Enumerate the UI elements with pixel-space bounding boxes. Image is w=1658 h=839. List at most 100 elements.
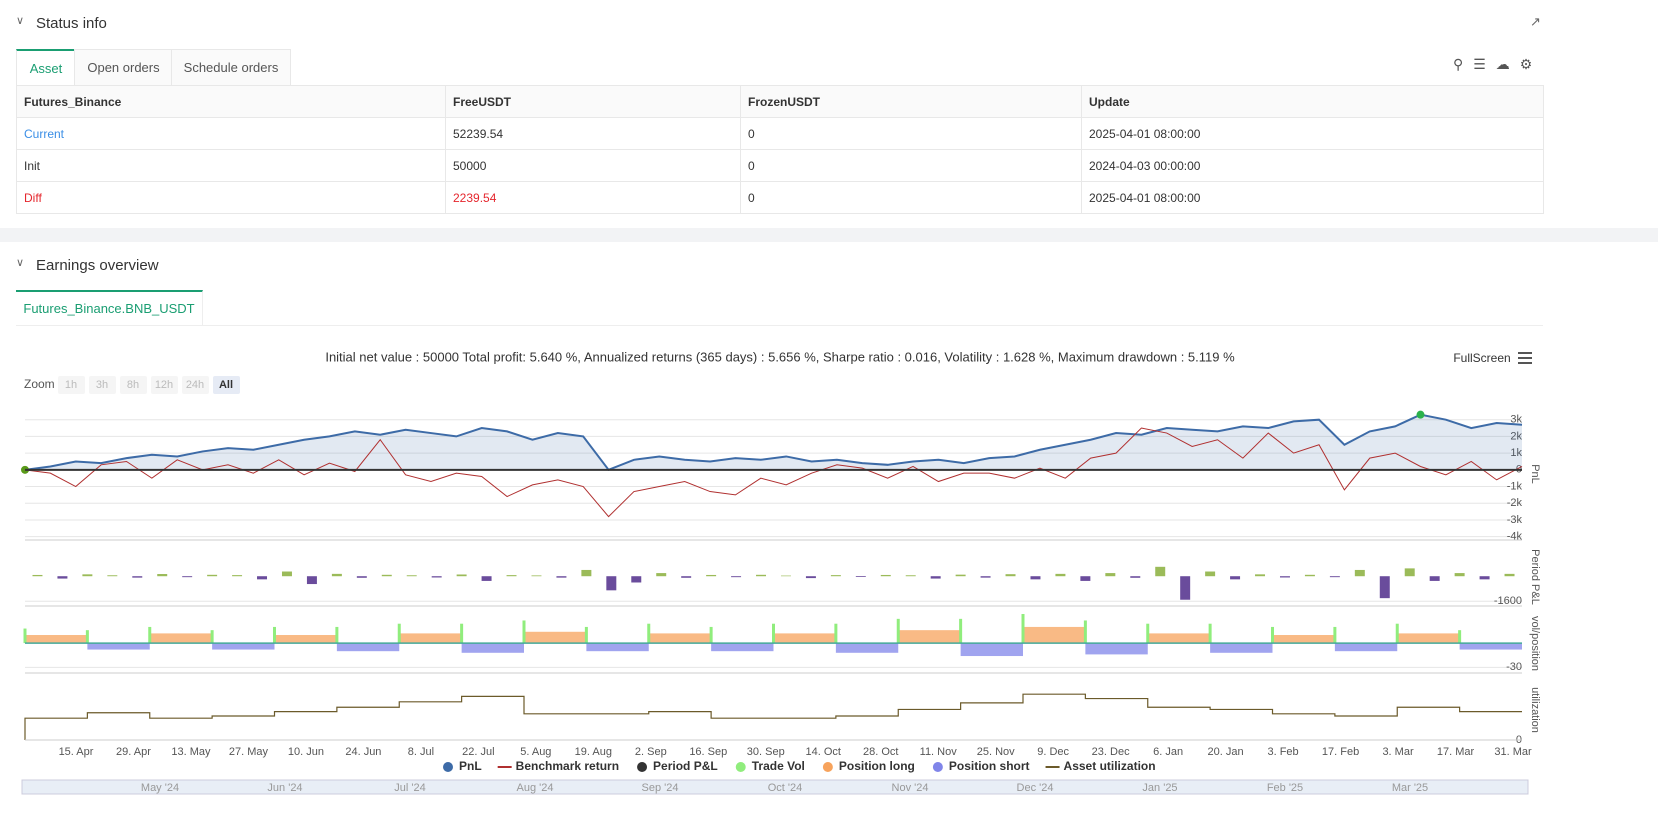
legend-label[interactable]: Trade Vol (752, 759, 805, 773)
period-bar (756, 574, 767, 577)
close-icon[interactable]: ↗ (1530, 14, 1541, 29)
tab[interactable]: Schedule orders (171, 49, 291, 87)
period-bar (1279, 576, 1290, 578)
navigator-label: Jul '24 (394, 782, 425, 794)
toolbar-icons[interactable]: ⚲☰☁⚙ (1453, 56, 1543, 72)
pnl-area (25, 414, 1522, 470)
zoom-button-label: 8h (127, 379, 139, 391)
cell: Diff (16, 181, 446, 214)
zoom-button[interactable] (182, 376, 209, 394)
max-marker (1416, 410, 1425, 419)
tab[interactable]: Futures_Binance.BNB_USDT (16, 290, 203, 326)
zoom-button[interactable] (213, 376, 240, 394)
cell: 52239.54 (445, 117, 741, 150)
legend-symbol (637, 762, 648, 772)
period-bar (656, 573, 667, 577)
zoom-button[interactable] (120, 376, 147, 394)
legend-label[interactable]: Position short (949, 759, 1030, 773)
x-tick-label: 16. Sep (689, 746, 727, 758)
period-bar (431, 576, 442, 578)
period-bar (706, 574, 717, 577)
trade-vol (1395, 623, 1399, 644)
position-short (835, 643, 899, 653)
position-long (274, 635, 337, 644)
period-bar (905, 575, 916, 577)
y-tick-label: -30 (1506, 661, 1522, 673)
y-tick-label: 2k (1510, 430, 1522, 442)
legend-label[interactable]: Benchmark return (516, 759, 619, 773)
zoom-label: Zoom (24, 377, 55, 391)
position-short (461, 643, 524, 653)
x-tick-label: 30. Sep (747, 746, 785, 758)
period-bar (830, 575, 841, 577)
period-bar (1255, 574, 1266, 577)
position-long (648, 633, 712, 644)
x-tick-label: 9. Dec (1037, 746, 1069, 758)
tab[interactable]: Open orders (74, 49, 173, 87)
navigator[interactable] (21, 779, 1529, 795)
x-tick-label: 29. Apr (116, 746, 151, 758)
position-long (25, 635, 88, 644)
th: FreeUSDT (445, 85, 741, 118)
period-bar (57, 576, 68, 579)
trade-vol (896, 618, 900, 644)
fullscreen-button[interactable]: FullScreen (1453, 351, 1510, 365)
zoom-button[interactable] (89, 376, 116, 394)
navigator-label: Jan '25 (1142, 782, 1177, 794)
navigator-label: May '24 (141, 782, 179, 794)
collapse-icon[interactable]: ∨ (16, 257, 25, 269)
x-tick-label: 28. Oct (863, 746, 898, 758)
position-short (87, 643, 150, 650)
period-bar (531, 575, 542, 577)
zoom-button[interactable] (58, 376, 85, 394)
x-tick-label: 14. Oct (806, 746, 841, 758)
cell: 50000 (445, 149, 741, 182)
x-tick-label: 15. Apr (59, 746, 94, 758)
trade-vol (1208, 623, 1212, 644)
period-bar (581, 569, 592, 577)
navigator-label: Feb '25 (1267, 782, 1303, 794)
period-bar (880, 574, 891, 577)
legend-label[interactable]: Asset utilization (1064, 759, 1156, 773)
trade-vol (85, 630, 89, 644)
navigator-label: Jun '24 (267, 782, 302, 794)
period-bar (1479, 576, 1490, 580)
period-bar (855, 576, 866, 577)
legend-label[interactable]: PnL (459, 759, 482, 773)
x-tick-label: 17. Feb (1322, 746, 1359, 758)
legend-label[interactable]: Position long (839, 759, 915, 773)
position-short (336, 643, 400, 652)
tab[interactable]: Asset (16, 49, 76, 88)
navigator-label: Nov '24 (892, 782, 929, 794)
position-short (960, 643, 1023, 657)
section-title: Earnings overview (36, 257, 159, 274)
tabs: Futures_Binance.BNB_USDT (16, 290, 1543, 326)
period-bar (1404, 568, 1415, 577)
period-bar (257, 576, 268, 580)
y-tick-label: -1k (1507, 480, 1523, 492)
position-short (1459, 643, 1522, 650)
y-tick-label: -1600 (1494, 595, 1522, 607)
period-bar (182, 576, 193, 578)
y-tick-label: -2k (1507, 497, 1523, 509)
legend-symbol (822, 762, 833, 772)
zoom-button[interactable] (151, 376, 178, 394)
cell[interactable]: Current (16, 117, 446, 150)
x-tick-label: 8. Jul (408, 746, 434, 758)
period-bar (1329, 576, 1340, 578)
trade-vol (460, 623, 464, 644)
period-bar (506, 575, 517, 577)
period-bar (232, 575, 243, 577)
legend-symbol (735, 762, 746, 772)
benchmark-line (24, 427, 1523, 518)
period-bar (1055, 573, 1066, 577)
navigator-label: Mar '25 (1392, 782, 1428, 794)
trade-vol (1333, 626, 1337, 644)
x-tick-label: 2. Sep (635, 746, 667, 758)
collapse-icon[interactable]: ∨ (16, 15, 25, 27)
position-short (586, 643, 649, 652)
legend-label[interactable]: Period P&L (653, 759, 718, 773)
menu-icon[interactable] (1518, 352, 1532, 364)
cell: Init (16, 149, 446, 182)
trade-vol (273, 626, 276, 644)
